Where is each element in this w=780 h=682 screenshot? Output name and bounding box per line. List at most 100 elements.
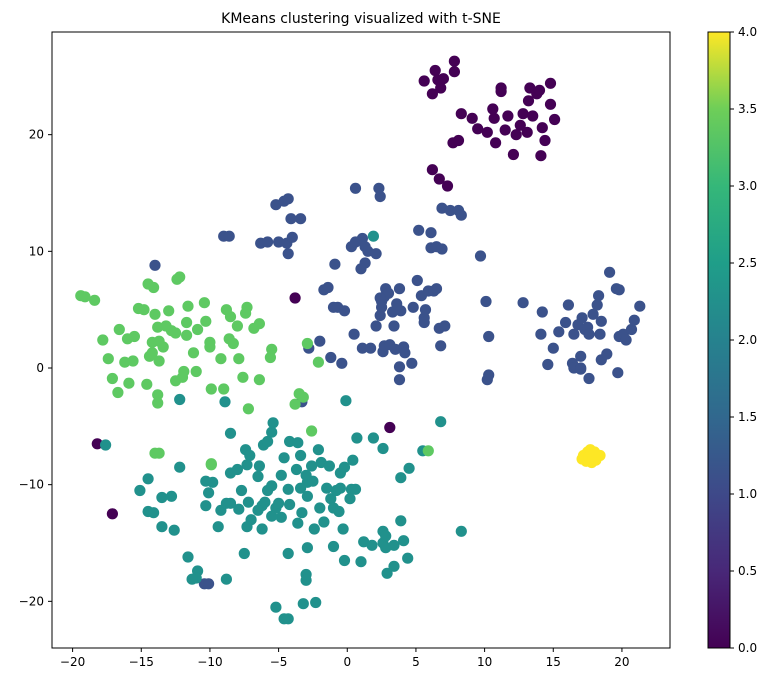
data-point-cluster-1 <box>517 297 529 309</box>
data-point-cluster-3 <box>102 353 114 365</box>
data-point-cluster-2 <box>306 460 318 472</box>
data-point-cluster-1 <box>593 290 605 302</box>
x-tick-label: 0 <box>343 655 351 669</box>
data-point-cluster-3 <box>205 459 217 471</box>
data-point-cluster-2 <box>282 483 294 495</box>
data-point-cluster-3 <box>190 365 202 378</box>
data-point-cluster-0 <box>91 438 103 450</box>
data-point-cluster-0 <box>544 77 557 89</box>
colorbar-tick-label: 4.0 <box>738 25 757 39</box>
data-point-cluster-3 <box>138 304 150 316</box>
data-point-cluster-1 <box>356 342 368 354</box>
data-point-cluster-2 <box>270 601 282 613</box>
data-point-cluster-2 <box>321 482 333 494</box>
data-point-cluster-2 <box>266 426 278 438</box>
data-point-cluster-3 <box>253 374 265 386</box>
data-point-cluster-2 <box>266 480 278 492</box>
x-axis: −20 −15 −10 −5 0 5 10 15 20 <box>60 648 630 669</box>
data-point-cluster-3 <box>106 372 118 385</box>
data-point-cluster-1 <box>338 305 351 317</box>
data-point-cluster-3 <box>113 323 125 336</box>
data-point-cluster-2 <box>182 551 194 563</box>
data-point-cluster-1 <box>374 292 386 304</box>
data-point-cluster-2 <box>278 613 290 625</box>
data-point-cluster-1 <box>576 312 588 324</box>
data-point-cluster-3 <box>266 343 278 355</box>
data-point-cluster-0 <box>433 173 445 185</box>
x-tick-label: 20 <box>614 655 629 669</box>
colorbar-tick-label: 0.5 <box>738 564 757 578</box>
data-point-cluster-1 <box>325 351 337 364</box>
data-point-cluster-2 <box>308 523 320 535</box>
data-point-cluster-1 <box>262 236 274 248</box>
data-point-cluster-2 <box>200 500 212 512</box>
data-point-cluster-1 <box>542 358 554 371</box>
data-point-cluster-2 <box>284 498 296 511</box>
data-point-cluster-1 <box>365 342 377 354</box>
data-point-cluster-3 <box>224 311 237 323</box>
data-point-cluster-2 <box>142 473 154 485</box>
data-point-cluster-2 <box>273 497 285 509</box>
data-point-cluster-2 <box>292 517 304 529</box>
data-point-cluster-1 <box>295 213 307 225</box>
data-point-cluster-1 <box>474 250 487 262</box>
data-point-cluster-0 <box>514 119 526 131</box>
data-point-cluster-1 <box>223 230 235 242</box>
data-point-cluster-2 <box>310 596 322 609</box>
data-point-cluster-2 <box>241 459 253 471</box>
data-point-cluster-2 <box>380 530 392 542</box>
data-point-cluster-3 <box>152 397 164 409</box>
data-point-cluster-0 <box>481 126 493 138</box>
data-point-cluster-2 <box>301 490 313 502</box>
data-point-cluster-1 <box>393 283 406 295</box>
x-tick-label: −5 <box>270 655 288 669</box>
data-point-cluster-0 <box>429 64 441 77</box>
data-point-cluster-1 <box>575 363 587 375</box>
data-point-cluster-2 <box>284 435 296 448</box>
data-point-cluster-1 <box>370 248 382 260</box>
data-point-cluster-1 <box>355 263 367 275</box>
data-point-cluster-2 <box>307 475 319 487</box>
data-point-cluster-2 <box>278 452 290 464</box>
data-point-cluster-3 <box>112 386 124 399</box>
data-point-cluster-1 <box>314 335 326 347</box>
data-point-cluster-2 <box>300 574 312 586</box>
data-point-cluster-2 <box>148 507 160 519</box>
data-point-cluster-1 <box>612 367 624 379</box>
data-point-cluster-3 <box>178 365 190 378</box>
data-point-cluster-2 <box>235 484 248 497</box>
data-point-cluster-2 <box>207 476 219 488</box>
data-point-cluster-3 <box>152 389 164 401</box>
data-point-cluster-2 <box>275 469 287 481</box>
data-point-cluster-2 <box>275 511 287 523</box>
data-point-cluster-3 <box>119 356 131 368</box>
data-point-cluster-1 <box>282 248 294 260</box>
data-point-cluster-1 <box>373 182 385 194</box>
data-point-cluster-0 <box>488 112 500 124</box>
data-point-cluster-0 <box>539 134 551 147</box>
data-point-cluster-3 <box>152 321 164 333</box>
data-point-cluster-0 <box>502 110 514 122</box>
data-point-cluster-0 <box>441 180 454 192</box>
data-point-cluster-2 <box>367 230 379 242</box>
data-point-cluster-2 <box>259 496 271 508</box>
data-point-cluster-2 <box>224 427 237 439</box>
data-point-cluster-3 <box>89 294 101 306</box>
data-point-cluster-0 <box>435 82 447 94</box>
data-point-cluster-2 <box>340 395 352 407</box>
data-point-cluster-0 <box>106 508 118 520</box>
data-point-cluster-2 <box>367 432 379 444</box>
data-point-cluster-0 <box>544 98 557 110</box>
data-point-cluster-1 <box>553 326 565 338</box>
data-point-cluster-3 <box>301 337 313 350</box>
data-point-cluster-3 <box>149 308 161 320</box>
data-point-cluster-0 <box>490 137 502 149</box>
data-point-cluster-1 <box>601 348 613 360</box>
data-point-cluster-1 <box>583 328 595 340</box>
colorbar-tick-label: 2.0 <box>738 333 757 347</box>
y-tick-label: 0 <box>36 361 44 375</box>
data-point-cluster-1 <box>418 316 430 329</box>
data-point-cluster-3 <box>227 337 239 350</box>
data-point-cluster-1 <box>430 283 443 295</box>
